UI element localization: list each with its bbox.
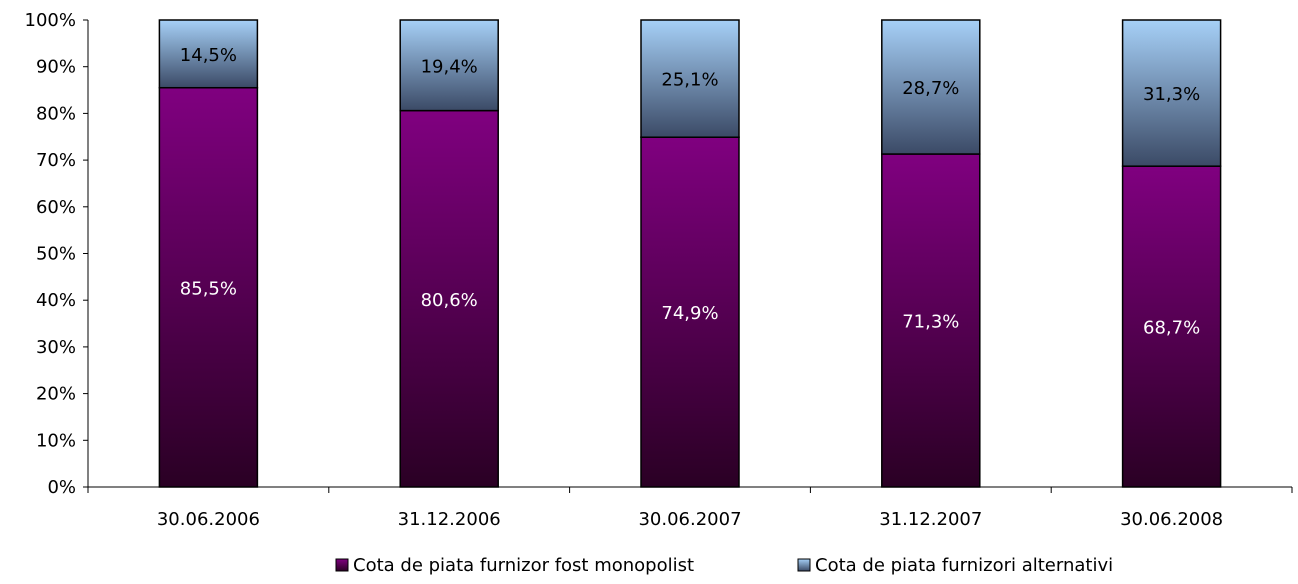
x-tick-label: 30.06.2008: [1120, 509, 1223, 530]
bar-segment-monopolist: [399, 109, 499, 488]
y-tick-label: 50%: [36, 244, 76, 265]
bar-segment-alternativi: [1121, 19, 1222, 167]
x-tick-label: 30.06.2007: [638, 509, 741, 530]
data-labels: 85,5% 14,5% 80,6% 19,4% 74,9% 25,1% 71,3% 28,7%…: [180, 45, 1200, 339]
y-tick-label: 40%: [36, 290, 76, 311]
data-label-monopolist: 71,3%: [902, 312, 959, 333]
x-tick-label: 31.12.2006: [398, 509, 501, 530]
y-tick-label: 70%: [36, 150, 76, 171]
data-label-monopolist: 74,9%: [661, 303, 718, 324]
bar-segment-alternativi: [640, 19, 740, 138]
bar-segment-monopolist: [640, 136, 740, 488]
bar-segment-monopolist: [158, 86, 259, 488]
bar-segment-alternativi: [158, 19, 259, 89]
y-tick-label: 0%: [47, 477, 76, 498]
y-tick-label: 10%: [36, 430, 76, 451]
bars: [158, 19, 1222, 488]
y-tick-label: 100%: [25, 10, 76, 31]
y-tick-label: 30%: [36, 337, 76, 358]
legend-label-alternativi: Cota de piata furnizori alternativi: [815, 555, 1113, 576]
legend-swatch-alternativi: [797, 558, 811, 572]
legend-label-monopolist: Cota de piata furnizor fost monopolist: [353, 555, 694, 576]
bar-segment-alternativi: [399, 19, 499, 112]
y-tick-label: 80%: [36, 103, 76, 124]
data-label-alternativi: 28,7%: [902, 78, 959, 99]
y-tick-label: 20%: [36, 384, 76, 405]
data-label-alternativi: 25,1%: [661, 70, 718, 91]
data-label-alternativi: 19,4%: [421, 56, 478, 77]
data-label-alternativi: 31,3%: [1143, 84, 1200, 105]
data-label-monopolist: 80,6%: [421, 290, 478, 311]
data-label-alternativi: 14,5%: [180, 45, 237, 66]
legend: Cota de piata furnizor fost monopolist Co…: [335, 555, 1113, 576]
y-tick-label: 60%: [36, 197, 76, 218]
legend-swatch-monopolist: [335, 558, 349, 572]
bar-segment-monopolist: [881, 153, 981, 488]
bar-segment-monopolist: [1121, 165, 1222, 488]
data-label-monopolist: 68,7%: [1143, 318, 1200, 339]
x-tick-label: 30.06.2006: [157, 509, 260, 530]
y-tick-label: 90%: [36, 57, 76, 78]
data-label-monopolist: 85,5%: [180, 278, 237, 299]
axes: 0% 10% 20% 30% 40% 50% 60% 70% 80% 90% 100% 30.06.2…: [25, 10, 1293, 530]
bar-segment-alternativi: [881, 19, 981, 155]
x-tick-label: 31.12.2007: [879, 509, 982, 530]
